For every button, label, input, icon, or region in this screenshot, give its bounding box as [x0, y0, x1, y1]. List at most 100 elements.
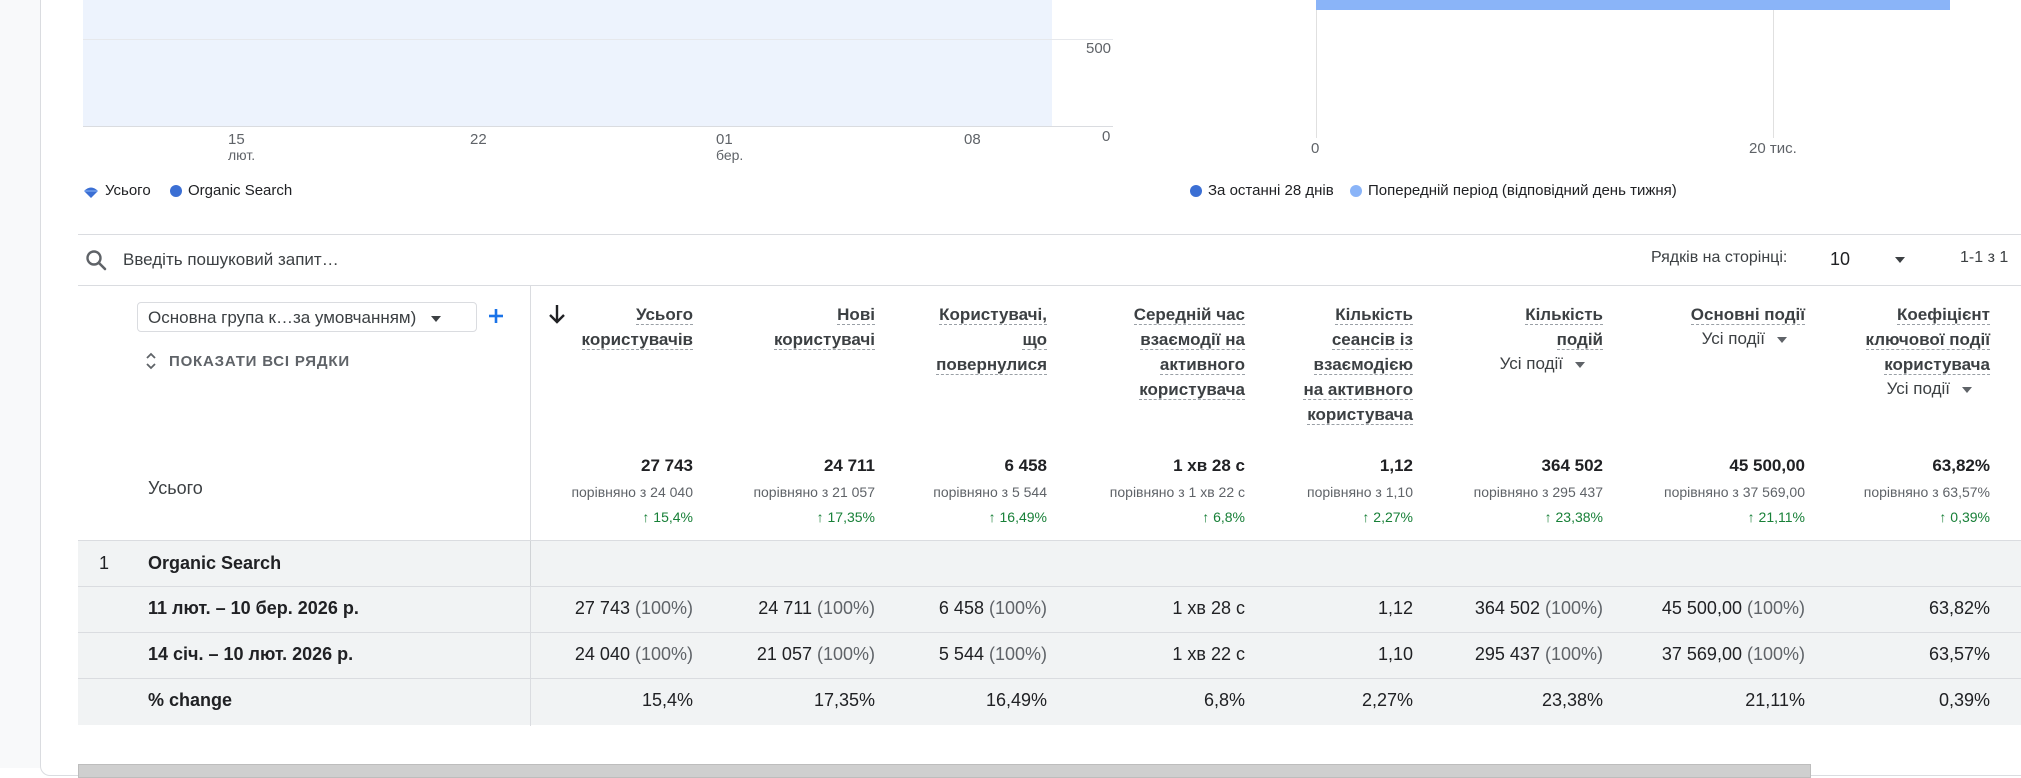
column-header-text: що: [1022, 330, 1047, 350]
cell-percent: (100%): [634, 598, 693, 618]
column-header[interactable]: Кількість подій: [1383, 302, 1603, 352]
column-separator: [530, 286, 531, 726]
column-header[interactable]: Кількість сеансів із взаємодією на активног…: [1193, 302, 1413, 427]
legend-label: Усього: [105, 182, 151, 199]
legend-item-last-28-days[interactable]: За останні 28 днів: [1190, 182, 1334, 199]
column-header[interactable]: Основні події: [1585, 302, 1805, 327]
table-cell: 23,38%: [1542, 690, 1603, 711]
x-tick-label: 20 тис.: [1749, 140, 1797, 157]
table-row-group[interactable]: [78, 541, 2021, 586]
legend-item-previous-period[interactable]: Попередній період (відповідний день тижн…: [1350, 182, 1677, 199]
row-label: 11 лют. – 10 бер. 2026 р.: [148, 598, 359, 618]
column-header-text: сеансів із: [1331, 330, 1413, 350]
column-header[interactable]: Коефіцієнт ключової події користувача: [1770, 302, 1990, 377]
legend-label: Попередній період (відповідний день тижн…: [1368, 182, 1677, 199]
column-header-text: користувачі: [773, 330, 875, 350]
column-header-text: взаємодією: [1313, 355, 1413, 375]
column-header-text: Користувачі,: [939, 305, 1047, 325]
table-cell: 2,27%: [1362, 690, 1413, 711]
total-comparison: порівняно з 295 437: [1473, 484, 1603, 500]
cell-value: 6,8%: [1203, 690, 1245, 710]
total-comparison: порівняно з 5 544: [933, 484, 1047, 500]
bar-current-period[interactable]: [1316, 0, 1950, 10]
cell-value: 1 хв 22 с: [1172, 644, 1245, 664]
x-tick-label: 0: [1311, 140, 1320, 157]
column-separator: [530, 541, 531, 586]
table-cell: 37 569,00 (100%): [1662, 644, 1805, 665]
column-header[interactable]: Користувачі, що повернулися: [827, 302, 1047, 377]
cell-value: 15,4%: [641, 690, 693, 710]
total-value: 1,12: [1379, 456, 1413, 475]
table-cell: 1,10: [1378, 644, 1413, 665]
cell-value: 27 743: [574, 598, 630, 618]
dot-icon: [1190, 184, 1202, 197]
column-header-text: Кількість: [1525, 305, 1603, 325]
cell-percent: (100%): [1746, 644, 1805, 664]
dimension-select-value: Основна група к…за умовчанням): [148, 308, 417, 327]
cell-percent: (100%): [1544, 598, 1603, 618]
column-header-text: користувача: [1139, 380, 1245, 400]
rows-per-page-label: Рядків на сторінці:: [1651, 249, 1788, 266]
unfold-icon: [145, 350, 157, 372]
table-cell: 0,39%: [1939, 690, 1990, 711]
event-filter-select[interactable]: Усі події: [1887, 379, 1972, 399]
table-row[interactable]: [78, 587, 2021, 632]
table-cell: 16,49%: [986, 690, 1047, 711]
chevron-down-icon: [431, 315, 442, 322]
dot-icon: [1350, 184, 1362, 197]
row-label: 14 січ. – 10 лют. 2026 р.: [148, 644, 354, 664]
dot-icon: [170, 184, 182, 197]
cell-value: 295 437: [1474, 644, 1540, 664]
search-icon[interactable]: [84, 248, 108, 272]
table-row[interactable]: [78, 633, 2021, 678]
cell-value: 1 хв 28 с: [1172, 598, 1245, 618]
table-cell: 295 437 (100%): [1475, 644, 1603, 665]
total-value: 27 743: [641, 456, 693, 475]
sort-descending-icon[interactable]: [548, 303, 566, 325]
total-change: ↑ 15,4%: [642, 509, 693, 525]
chevron-down-icon: [1962, 386, 1972, 393]
event-filter-select[interactable]: Усі події: [1702, 329, 1787, 349]
cell-percent: (100%): [988, 598, 1047, 618]
dimension-select[interactable]: Основна група к…за умовчанням): [137, 302, 477, 332]
column-separator: [530, 586, 531, 726]
search-input[interactable]: Введіть пошуковий запит…: [123, 250, 339, 269]
total-change: ↑ 0,39%: [1939, 509, 1990, 525]
cell-value: 16,49%: [985, 690, 1047, 710]
total-comparison: порівняно з 63,57%: [1863, 484, 1990, 500]
cell-percent: (100%): [816, 644, 875, 664]
x-tick-label: 22: [470, 131, 487, 148]
horizontal-scrollbar[interactable]: [78, 764, 1811, 778]
totals-label: Усього: [148, 478, 203, 498]
total-value: 364 502: [1541, 456, 1603, 475]
column-header-text: Усього: [635, 305, 693, 325]
event-filter-select[interactable]: Усі події: [1500, 354, 1585, 374]
cell-value: 2,27%: [1361, 690, 1413, 710]
column-header[interactable]: Середній час взаємодії на активного користу…: [1025, 302, 1245, 402]
column-header-text: на активного: [1303, 380, 1413, 400]
table-cell: 27 743 (100%): [575, 598, 693, 619]
column-header[interactable]: Усього користувачів: [473, 302, 693, 352]
legend-item-organic-search[interactable]: Organic Search: [170, 182, 292, 199]
add-dimension-icon[interactable]: [486, 304, 506, 328]
divider: [78, 234, 2021, 235]
column-header-text: Середній час: [1133, 305, 1245, 325]
total-value: 63,82%: [1932, 456, 1990, 475]
cell-value: 0,39%: [1938, 690, 1990, 710]
cell-value: 21,11%: [1745, 690, 1805, 710]
chevron-down-icon: [1895, 257, 1906, 264]
column-header-text: Кількість: [1335, 305, 1413, 325]
axis-gridline: [1316, 0, 1317, 138]
table-cell: 1,12: [1378, 598, 1413, 619]
legend-item-total[interactable]: Усього: [83, 182, 151, 199]
cell-value: 24 711: [758, 598, 812, 618]
total-comparison: порівняно з 1 хв 22 с: [1109, 484, 1245, 500]
column-header[interactable]: Нові користувачі: [655, 302, 875, 352]
rows-per-page-select[interactable]: 10: [1830, 249, 1906, 270]
total-value: 1 хв 28 с: [1173, 456, 1245, 475]
page-background: [0, 0, 40, 768]
table-row[interactable]: [78, 679, 2021, 725]
table-cell: 6 458 (100%): [939, 598, 1047, 619]
cell-percent: (100%): [1544, 644, 1603, 664]
x-tick-label: 15 лют.: [228, 131, 256, 163]
